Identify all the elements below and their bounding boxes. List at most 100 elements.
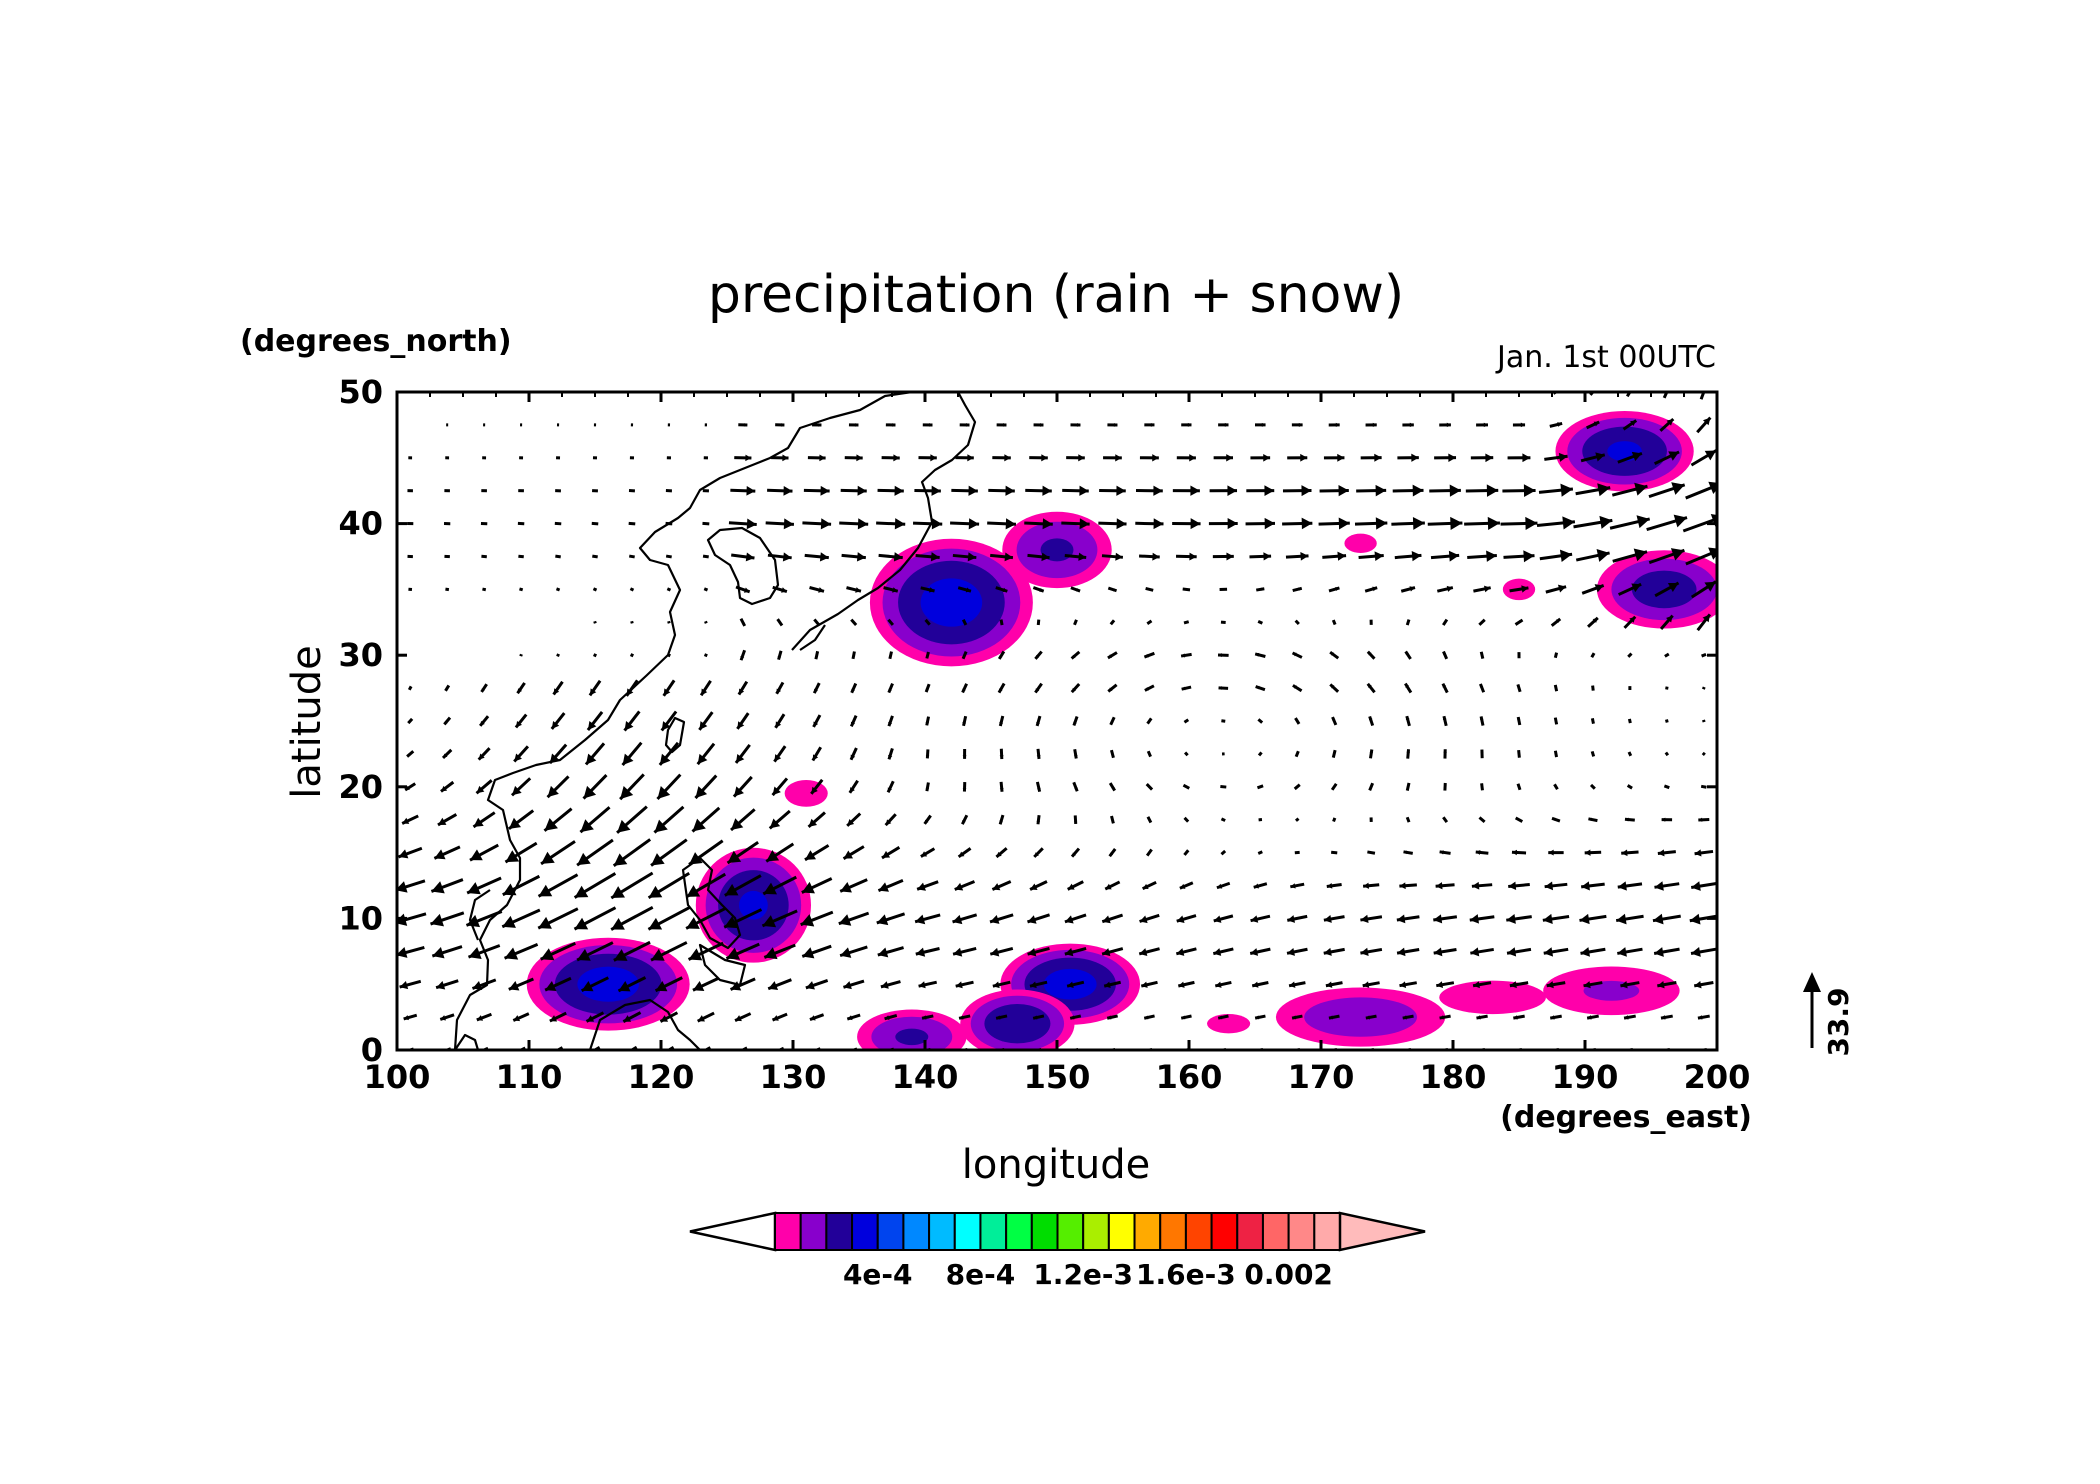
coastline-mainland-asia: [453, 392, 913, 1050]
wind-vector-168: [1287, 914, 1308, 923]
wind-vector-431: [1701, 686, 1706, 690]
wind-vector-232: [995, 847, 1008, 859]
wind-vector-583: [950, 518, 980, 530]
wind-vector-48: [846, 1013, 861, 1021]
wind-vector-339: [962, 748, 967, 759]
precip-level-4-0: [784, 779, 828, 807]
wind-vector-163: [1101, 913, 1124, 924]
wind-vector-189: [724, 874, 762, 897]
wind-vector-61: [1328, 1014, 1340, 1020]
wind-vector-705: [1512, 422, 1526, 428]
wind-vector-329: [584, 742, 606, 766]
wind-vectors: [397, 392, 1717, 1050]
wind-vector-625: [1172, 485, 1200, 496]
wind-vector-574: [628, 521, 636, 526]
wind-vector-43: [659, 1011, 679, 1023]
wind-vector-77: [581, 976, 609, 993]
colorbar-swatch: [928, 1212, 956, 1251]
wind-vector-297: [732, 775, 753, 798]
wind-vector-305: [1035, 781, 1042, 792]
wind-vector-97: [1325, 981, 1343, 988]
wind-vector-620: [988, 485, 1015, 496]
wind-vector-286: [1661, 817, 1673, 822]
wind-vector-274: [1220, 817, 1226, 822]
wind-vector-703: [1439, 422, 1451, 428]
wind-vector-138: [1506, 947, 1532, 957]
wind-vector-256: [543, 807, 573, 832]
wind-vector-146: [465, 910, 503, 928]
wind-vector-159: [952, 913, 978, 925]
wind-vector-536: [555, 554, 561, 559]
wind-vector-300: [848, 779, 859, 794]
wind-vector-527: [1545, 584, 1567, 594]
wind-vector-98: [1362, 981, 1380, 988]
wind-vector-535: [518, 554, 524, 559]
wind-vector-154: [761, 909, 798, 928]
wind-vector-602: [1646, 514, 1688, 532]
wind-vector-545: [878, 552, 903, 562]
wind-vector-208: [1435, 882, 1455, 890]
wind-vector-539: [665, 554, 672, 559]
wind-vector-181: [430, 878, 464, 894]
vector-reference-arrowhead: [1803, 972, 1821, 992]
wind-vector-523: [1400, 586, 1416, 593]
wind-vector-418: [1218, 686, 1229, 690]
wind-vector-537: [592, 554, 598, 559]
wind-vector-336: [849, 747, 858, 761]
wind-vector-449: [1143, 651, 1155, 659]
wind-vector-114: [613, 940, 651, 962]
wind-vector-709: [1659, 417, 1675, 432]
wind-vector-140: [1580, 947, 1606, 957]
wind-vector-558: [1358, 551, 1384, 562]
wind-vector-469: [739, 618, 747, 627]
wind-vector-272: [1146, 816, 1153, 824]
wind-vector-443: [925, 651, 930, 659]
wind-vector-560: [1430, 550, 1460, 562]
wind-vector-653: [881, 454, 900, 462]
wind-vector-528: [1581, 584, 1605, 595]
wind-vector-592: [1282, 517, 1313, 530]
wind-vector-420: [1292, 684, 1303, 693]
wind-vector-83: [805, 979, 829, 990]
wind-vector-495: [1696, 613, 1712, 632]
wind-vector-270: [1073, 815, 1078, 825]
wind-vector-194: [916, 880, 939, 891]
wind-vector-190: [762, 875, 797, 896]
wind-vector-390: [1516, 716, 1522, 726]
wind-vector-517: [1182, 587, 1191, 592]
wind-vector-191: [801, 877, 833, 894]
wind-vector-360: [407, 717, 414, 725]
wind-vector-594: [1354, 517, 1388, 530]
wind-vector-363: [514, 713, 528, 729]
wind-vector-259: [653, 805, 685, 834]
wind-vector-470: [776, 618, 784, 627]
wind-vector-213: [1617, 881, 1643, 891]
wind-vector-515: [1107, 586, 1118, 593]
wind-vector-561: [1467, 550, 1497, 562]
y-tick-label: 30: [338, 636, 383, 674]
wind-vector-439: [777, 650, 783, 661]
wind-vector-701: [1365, 422, 1377, 428]
wind-vector-624: [1135, 485, 1163, 496]
wind-vector-132: [1286, 947, 1308, 956]
wind-vector-399: [516, 682, 526, 695]
wind-vector-483: [1257, 619, 1264, 625]
wind-vector-386: [1368, 715, 1375, 727]
wind-vector-710: [1696, 416, 1712, 434]
wind-vector-664: [1287, 453, 1308, 462]
wind-vector-244: [1439, 850, 1451, 855]
wind-vector-242: [1367, 850, 1376, 855]
wind-vector-507: [809, 586, 825, 593]
wind-vector-80: [692, 976, 720, 992]
wind-vector-131: [1249, 947, 1271, 956]
wind-vector-485: [1331, 619, 1337, 626]
wind-vector-311: [1256, 784, 1264, 790]
wind-vector-464: [1701, 652, 1707, 658]
wind-vector-736: [1662, 392, 1669, 399]
wind-vector-298: [771, 777, 789, 797]
wind-vector-502: [629, 587, 635, 592]
wind-vector-649: [734, 454, 752, 462]
wind-vector-491: [1550, 617, 1562, 627]
wind-vector-165: [1176, 914, 1197, 923]
